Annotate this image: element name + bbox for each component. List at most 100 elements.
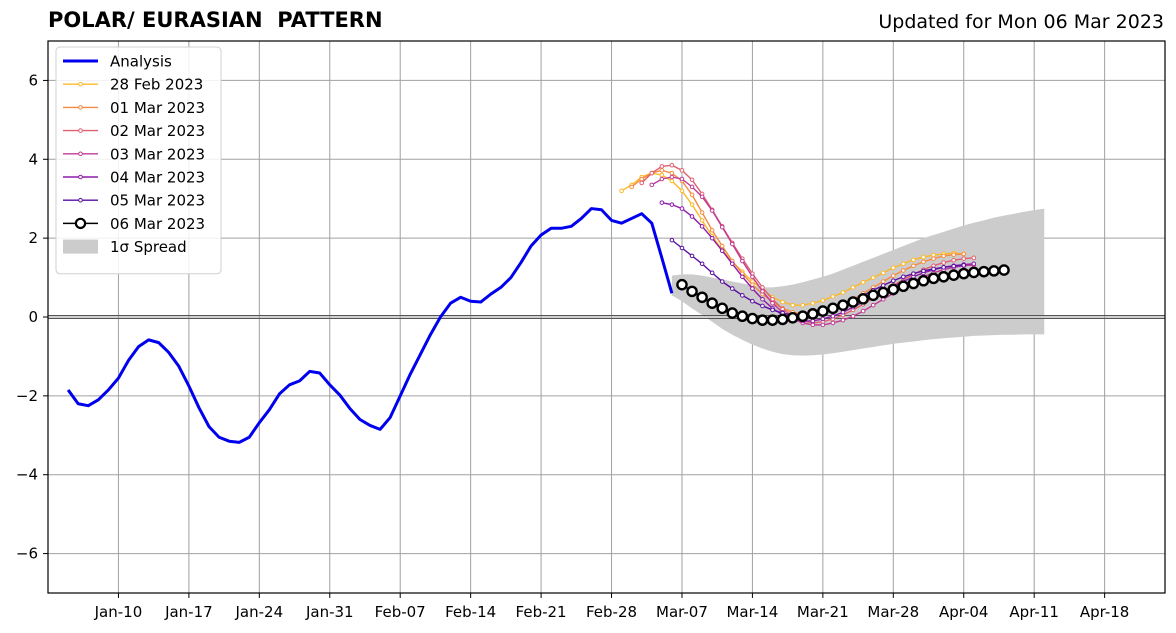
forecast-marker [850, 285, 856, 290]
forecast-marker [810, 300, 816, 306]
forecast-marker [840, 317, 846, 323]
y-tick-label: −2 [16, 387, 38, 405]
forecast-marker [850, 313, 856, 319]
forecast-marker [937, 270, 950, 283]
forecast-marker [901, 274, 906, 280]
forecast-marker [709, 208, 715, 213]
forecast-marker [740, 258, 745, 264]
y-tick-label: −4 [16, 466, 38, 484]
forecast-marker [649, 182, 655, 188]
forecast-marker [806, 308, 819, 320]
forecast-marker [669, 178, 675, 184]
forecast-marker [619, 188, 624, 194]
x-tick-label: Jan-10 [94, 603, 143, 621]
legend-label: 1σ Spread [110, 238, 187, 256]
y-tick-label: 2 [28, 229, 38, 247]
forecast-marker [750, 286, 755, 291]
forecast-marker [911, 257, 916, 263]
forecast-marker [689, 184, 695, 190]
forecast-marker [639, 180, 645, 186]
forecast-marker [907, 277, 920, 290]
legend-marker [78, 197, 83, 203]
forecast-marker [729, 286, 735, 291]
forecast-marker [921, 259, 926, 265]
forecast-marker [917, 274, 930, 287]
legend-label: 28 Feb 2023 [110, 76, 203, 94]
forecast-marker [679, 176, 685, 182]
forecast-marker [921, 268, 926, 274]
forecast-marker [750, 274, 755, 280]
forecast-marker [830, 294, 836, 299]
forecast-marker [968, 266, 980, 279]
forecast-marker [800, 302, 806, 308]
forecast-marker [870, 275, 876, 280]
x-tick-label: Jan-31 [305, 603, 354, 621]
forecast-marker [971, 255, 977, 261]
forecast-marker [719, 243, 725, 249]
x-tick-label: Mar-14 [726, 603, 778, 621]
forecast-marker [689, 253, 695, 259]
forecast-marker [760, 289, 765, 294]
forecast-marker [699, 210, 705, 215]
spread-band [671, 208, 1045, 356]
forecast-marker [659, 176, 665, 182]
legend-marker [78, 151, 83, 157]
forecast-marker [729, 261, 735, 267]
forecast-marker [971, 261, 977, 267]
x-tick-label: Feb-28 [586, 603, 637, 621]
forecast-marker [706, 297, 718, 310]
forecast-marker [810, 322, 816, 328]
forecast-marker [796, 310, 809, 323]
forecast-marker [750, 298, 755, 304]
forecast-marker [699, 194, 705, 200]
forecast-marker [770, 307, 775, 313]
forecast-marker [890, 265, 896, 271]
forecast-marker [921, 254, 926, 260]
forecast-marker [961, 263, 967, 268]
forecast-marker [880, 283, 886, 288]
forecast-marker [709, 235, 715, 241]
chart-title: POLAR/ EURASIAN PATTERN [48, 8, 383, 32]
forecast-marker [649, 170, 655, 176]
legend-label: 05 Mar 2023 [110, 192, 205, 210]
forecast-marker [709, 227, 715, 233]
x-tick-label: Apr-18 [1080, 603, 1130, 621]
forecast-marker [689, 202, 695, 207]
forecast-marker [770, 300, 775, 306]
forecast-marker [659, 172, 665, 178]
y-tick-label: −6 [16, 545, 38, 563]
forecast-marker [790, 302, 795, 308]
forecast-marker [679, 245, 685, 251]
forecast-marker [998, 264, 1010, 276]
forecast-marker [669, 162, 675, 168]
forecast-marker [988, 265, 1000, 277]
forecast-marker [951, 252, 956, 258]
forecast-marker [901, 268, 906, 273]
axes: Jan-10 Jan-17 Jan-24 Jan-31 Feb-07 Feb-14 Feb-… [16, 40, 1166, 621]
x-tick-label: Mar-28 [867, 603, 919, 621]
chart-subtitle: Updated for Mon 06 Mar 2023 [878, 11, 1164, 33]
x-tick-label: Apr-04 [939, 603, 989, 621]
forecast-marker [961, 251, 967, 257]
x-tick-label: Jan-24 [235, 603, 284, 621]
forecast-marker [820, 316, 826, 322]
forecast-marker [669, 174, 675, 180]
legend-label: Analysis [110, 53, 172, 71]
forecast-marker [830, 320, 836, 326]
forecast-marker [931, 256, 936, 261]
x-tick-label: Feb-07 [375, 603, 426, 621]
forecast-marker [659, 200, 665, 205]
forecast-marker [669, 202, 675, 207]
forecast-marker [978, 265, 990, 278]
forecast-marker [770, 296, 775, 302]
forecast-marker [820, 322, 826, 328]
forecast-marker [709, 270, 715, 276]
x-tick-label: Jan-17 [164, 603, 213, 621]
forecast-marker [867, 289, 879, 302]
forecast-marker [820, 298, 826, 303]
forecast-marker [890, 273, 896, 278]
forecast-marker [941, 260, 946, 265]
legend-marker [78, 174, 83, 180]
forecast-marker [827, 302, 839, 315]
